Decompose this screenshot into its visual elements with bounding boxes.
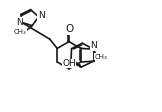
Text: O: O xyxy=(65,24,73,34)
Text: CH₃: CH₃ xyxy=(14,29,27,36)
Text: CH₃: CH₃ xyxy=(95,54,107,60)
Text: N: N xyxy=(90,41,97,50)
Text: OH: OH xyxy=(62,59,76,68)
Text: N: N xyxy=(16,18,23,27)
Text: N: N xyxy=(38,11,45,20)
